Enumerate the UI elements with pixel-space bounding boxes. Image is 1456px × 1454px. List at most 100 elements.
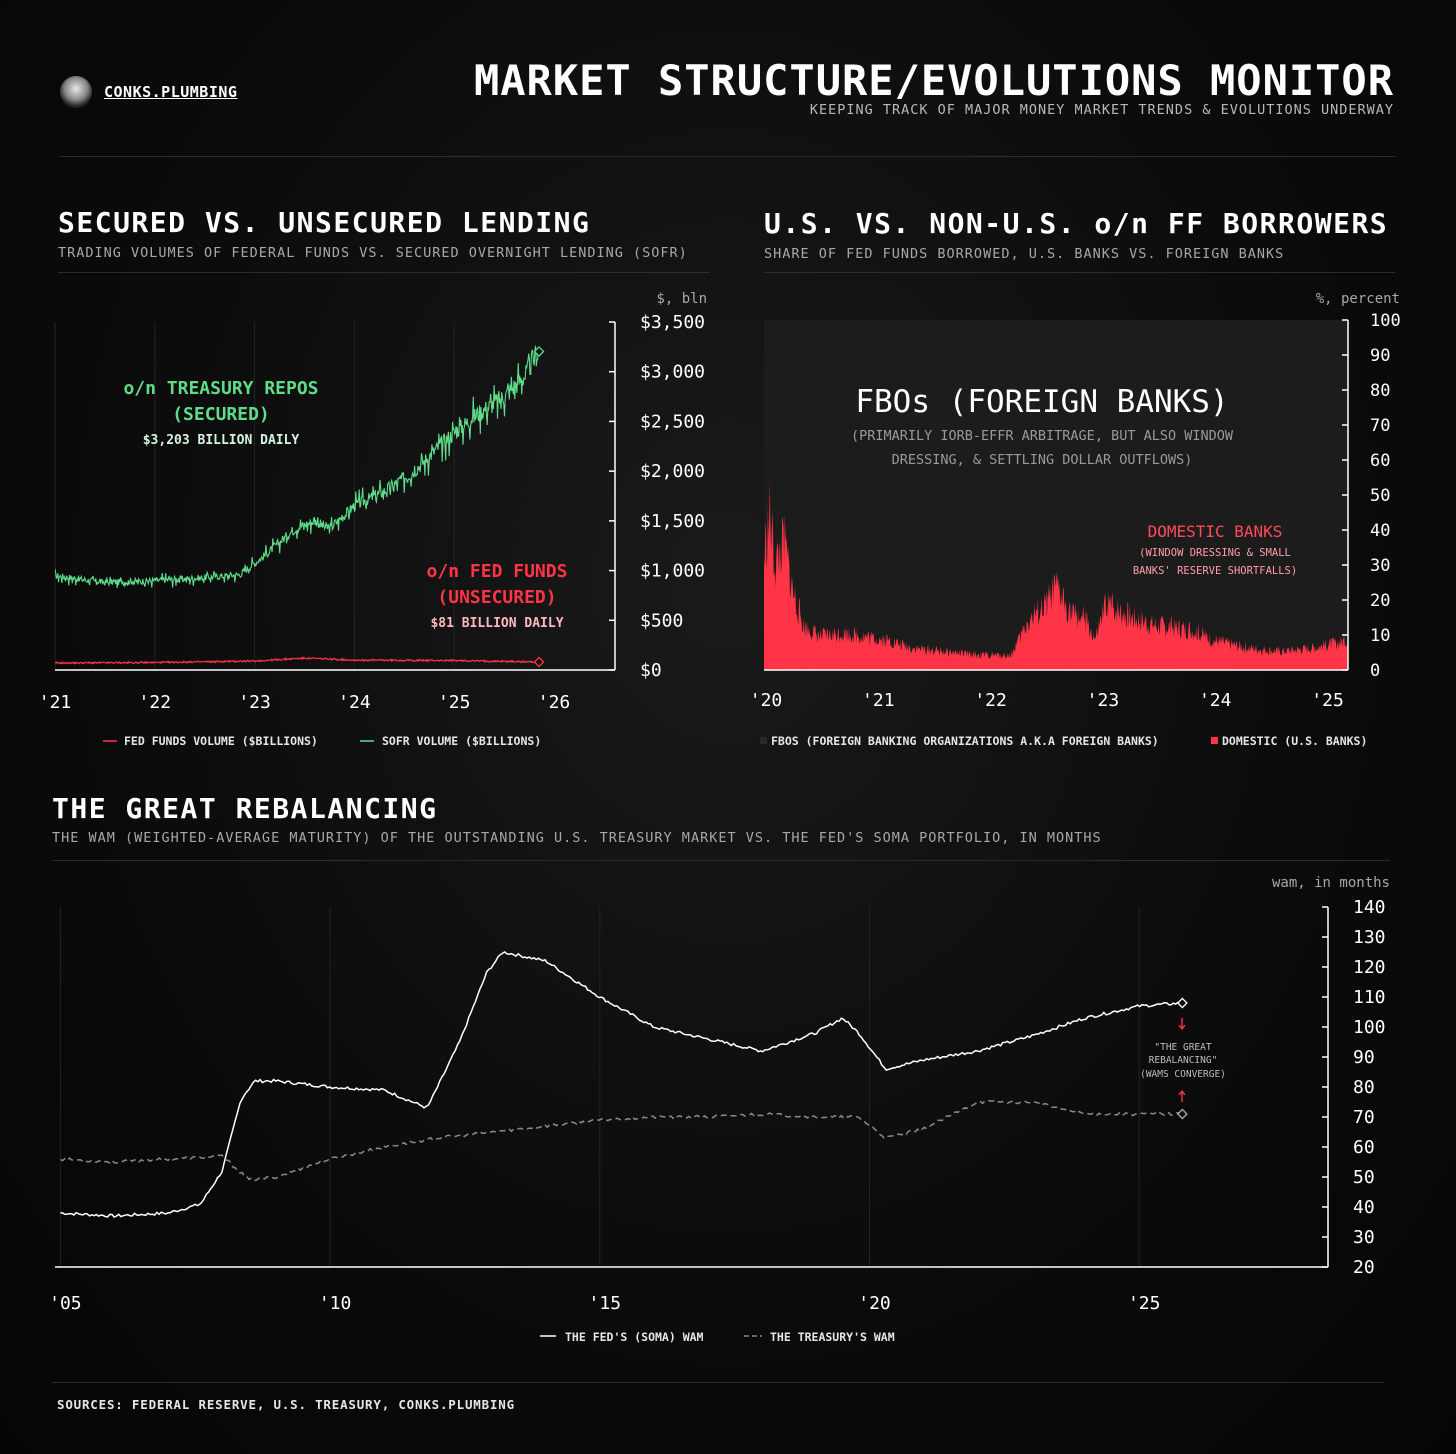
chart1-y-tick-label: $1,500 xyxy=(640,511,705,532)
repo-annotation-title2: (SECURED) xyxy=(172,404,270,425)
chart1-x-tick-label: '22 xyxy=(139,692,172,713)
chart2-y-tick-label: 90 xyxy=(1370,346,1390,366)
chart1-markers xyxy=(533,346,545,668)
brand[interactable]: CONKS.PLUMBING xyxy=(60,76,237,108)
fedfunds-volume-line xyxy=(55,656,540,665)
soma-wam-line xyxy=(60,950,1183,1219)
domestic-annotation-note1: (WINDOW DRESSING & SMALL xyxy=(1139,547,1291,559)
rebalancing-note1: "THE GREAT xyxy=(1154,1042,1211,1053)
chart3-y-tick-label: 100 xyxy=(1353,1017,1386,1038)
chart2-legend: FBOS (FOREIGN BANKING ORGANIZATIONS A.K.… xyxy=(760,734,1367,748)
arrow-down-icon xyxy=(1178,1018,1186,1031)
chart1-y-tick-label: $3,000 xyxy=(640,362,705,383)
chart2-y-tick-label: 100 xyxy=(1370,311,1401,331)
chart1-y-tick-label: $2,500 xyxy=(640,411,705,432)
fbo-annotation-title: FBOs (FOREIGN BANKS) xyxy=(855,384,1228,420)
chart2-axes: 0 10 20 30 40 50 60 70 80 90 100 '20 '21 '22 '23 '24 '25 xyxy=(750,311,1401,711)
chart2-y-tick-label: 20 xyxy=(1370,591,1390,611)
chart3-y-tick-label: 60 xyxy=(1353,1137,1375,1158)
legend-sofr-label: SOFR VOLUME ($BILLIONS) xyxy=(382,734,541,748)
chart2-y-tick-label: 80 xyxy=(1370,381,1390,401)
chart3-y-tick-label: 50 xyxy=(1353,1167,1375,1188)
header-divider xyxy=(60,156,1395,157)
chart2-y-tick-label: 0 xyxy=(1370,661,1380,681)
chart3-divider xyxy=(52,860,1390,861)
repo-annotation-value: $3,203 BILLION DAILY xyxy=(143,433,300,448)
chart1-grid xyxy=(54,322,455,670)
chart2: %, percent 0 10 20 30 40 50 60 70 80 90 100 '20 '21 '… xyxy=(750,291,1401,748)
repo-annotation-title: o/n TREASURY REPOS xyxy=(123,378,318,399)
treasury-wam-line xyxy=(60,1099,1183,1182)
chart3-y-tick-label: 110 xyxy=(1353,987,1386,1008)
legend-fedfunds-label: FED FUNDS VOLUME ($BILLIONS) xyxy=(124,734,318,748)
domestic-annotation-note2: BANKS' RESERVE SHORTFALLS) xyxy=(1133,565,1297,577)
chart2-x-tick-label: '20 xyxy=(750,690,783,711)
chart1-divider xyxy=(58,272,710,273)
domestic-annotation-title: DOMESTIC BANKS xyxy=(1148,522,1283,541)
chart1-x-tick-label: '25 xyxy=(438,692,471,713)
page-subtitle: KEEPING TRACK OF MAJOR MONEY MARKET TREN… xyxy=(809,102,1394,118)
chart2-x-tick-label: '24 xyxy=(1199,690,1232,711)
arrow-up-icon xyxy=(1178,1089,1186,1102)
chart1-axes: '21 '22 '23 '24 '25 '26 $0 $500 $1,000 $1,500 $2,0… xyxy=(39,312,705,713)
chart3-x-tick-label: '15 xyxy=(589,1293,622,1314)
fedfunds-annotation-value: $81 BILLION DAILY xyxy=(430,616,563,631)
legend-soma-label: THE FED'S (SOMA) WAM xyxy=(565,1330,704,1344)
chart3-y-tick-label: 80 xyxy=(1353,1077,1375,1098)
fbo-annotation-note2: DRESSING, & SETTLING DOLLAR OUTFLOWS) xyxy=(892,452,1193,468)
sofr-volume-line xyxy=(55,345,540,589)
chart1-title: SECURED VS. UNSECURED LENDING xyxy=(58,206,591,239)
chart3-title: THE GREAT REBALANCING xyxy=(52,792,438,825)
chart3-x-tick-label: '10 xyxy=(319,1293,352,1314)
chart3-y-tick-label: 130 xyxy=(1353,927,1386,948)
chart3-axes: '05 '10 '15 '20 '25 20 30 40 50 60 70 80 90 100 110 120… xyxy=(49,897,1385,1314)
chart1-legend: FED FUNDS VOLUME ($BILLIONS) SOFR VOLUME… xyxy=(103,734,541,748)
chart2-x-tick-label: '22 xyxy=(974,690,1007,711)
chart3-y-tick-label: 120 xyxy=(1353,957,1386,978)
sofr-end-marker xyxy=(533,346,545,357)
chart2-title: U.S. VS. NON-U.S. o/n FF BORROWERS xyxy=(764,207,1389,240)
chart2-y-tick-label: 30 xyxy=(1370,556,1390,576)
legend-treasury-label: THE TREASURY'S WAM xyxy=(770,1330,895,1344)
chart2-y-tick-label: 40 xyxy=(1370,521,1390,541)
chart1-x-tick-label: '26 xyxy=(538,692,571,713)
soma-end-marker xyxy=(1176,997,1188,1009)
page-title: MARKET STRUCTURE/EVOLUTIONS MONITOR xyxy=(473,56,1394,105)
chart3-legend: THE FED'S (SOMA) WAM THE TREASURY'S WAM xyxy=(540,1330,895,1344)
brand-name[interactable]: CONKS.PLUMBING xyxy=(104,83,238,101)
chart1-y-tick-label: $1,000 xyxy=(640,561,705,582)
legend-fbo-swatch xyxy=(760,737,767,744)
chart2-series xyxy=(764,481,1348,670)
chart3-grid xyxy=(59,907,1140,1267)
chart2-x-tick-label: '23 xyxy=(1087,690,1120,711)
chart3-x-tick-label: '20 xyxy=(858,1293,891,1314)
chart3-y-tick-label: 140 xyxy=(1353,897,1386,918)
chart3-y-tick-label: 90 xyxy=(1353,1047,1375,1068)
chart1-subtitle: TRADING VOLUMES OF FEDERAL FUNDS VS. SEC… xyxy=(58,245,688,261)
chart2-y-tick-label: 60 xyxy=(1370,451,1390,471)
chart3-y-tick-label: 20 xyxy=(1353,1257,1375,1278)
chart1-y-tick-label: $0 xyxy=(640,660,662,681)
legend-domestic-label: DOMESTIC (U.S. BANKS) xyxy=(1222,734,1367,748)
rebalancing-note3: (WAMS CONVERGE) xyxy=(1140,1069,1226,1080)
chart2-unit-label: %, percent xyxy=(1316,291,1400,307)
chart3-y-tick-label: 70 xyxy=(1353,1107,1375,1128)
chart1-unit-label: $, bln xyxy=(656,291,707,307)
rebalancing-note2: REBALANCING" xyxy=(1149,1055,1218,1066)
chart1-y-tick-label: $500 xyxy=(640,610,683,631)
fedfunds-annotation-title: o/n FED FUNDS xyxy=(427,561,568,582)
chart3-x-tick-label: '25 xyxy=(1128,1293,1161,1314)
legend-domestic-swatch xyxy=(1211,737,1218,744)
avatar xyxy=(60,76,92,108)
chart3-y-tick-label: 30 xyxy=(1353,1227,1375,1248)
fedfunds-annotation-title2: (UNSECURED) xyxy=(437,587,556,608)
chart1: $, bln '21 '22 '23 '24 '25 '26 $0 $500 $1,000 $1,… xyxy=(39,291,707,748)
fbo-annotation-note1: (PRIMARILY IORB-EFFR ARBITRAGE, BUT ALSO… xyxy=(851,428,1234,444)
legend-fbo-label: FBOS (FOREIGN BANKING ORGANIZATIONS A.K.… xyxy=(771,734,1159,748)
chart3-unit-label: wam, in months xyxy=(1272,875,1390,891)
chart3: wam, in months '05 '10 '15 '20 '25 20 30 40 50 60… xyxy=(49,875,1390,1344)
chart2-divider xyxy=(764,272,1395,273)
domestic-share-area xyxy=(764,481,1348,670)
chart2-y-tick-label: 50 xyxy=(1370,486,1390,506)
